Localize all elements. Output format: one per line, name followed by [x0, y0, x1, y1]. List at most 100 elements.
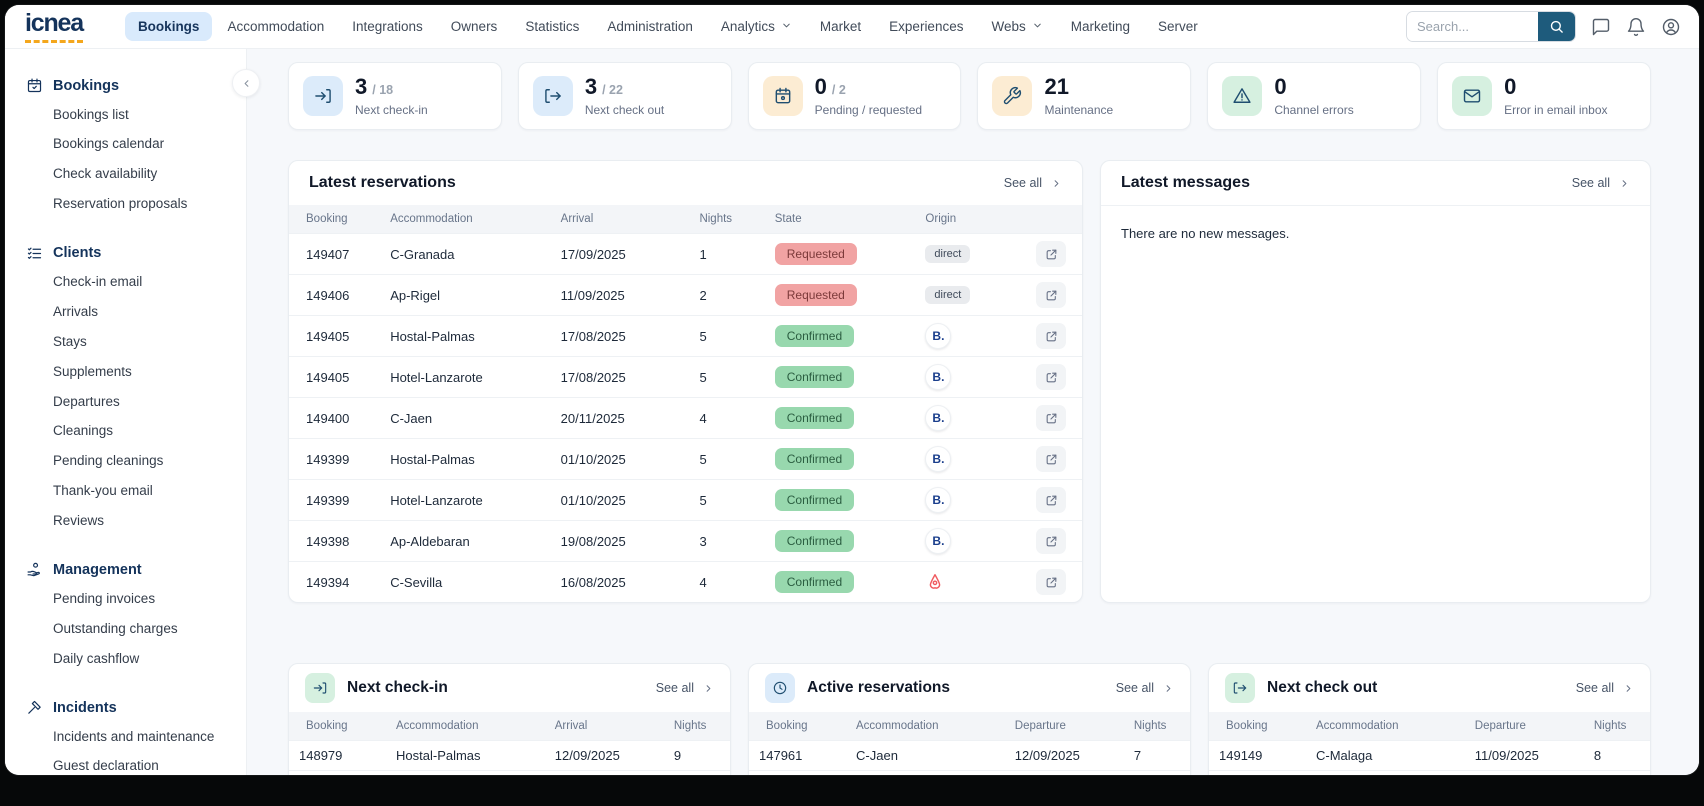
sidebar-item-pending-cleanings[interactable]: Pending cleanings: [53, 453, 164, 469]
nav-item-label: Integrations: [352, 19, 423, 34]
sidebar-item-bookings-calendar[interactable]: Bookings calendar: [53, 136, 165, 152]
sidebar-item-outstanding-charges[interactable]: Outstanding charges: [53, 620, 178, 636]
brand-logo[interactable]: icnea: [25, 10, 84, 43]
no-messages-text: There are no new messages.: [1121, 226, 1290, 241]
sidebar-item-stays[interactable]: Stays: [53, 333, 87, 349]
latest-reservations-see-all-link[interactable]: See all: [1004, 176, 1062, 190]
state-badge: Confirmed: [774, 448, 855, 470]
next-check-in-panel: Next check-in See all Booking Accommodati…: [288, 663, 731, 775]
open-booking-button[interactable]: [1036, 528, 1067, 554]
table-row[interactable]: 149149 C-Malaga 11/09/2025 8: [1209, 740, 1650, 771]
stat-card-channel-errors[interactable]: 0 Channel errors: [1207, 62, 1422, 130]
sidebar-item-reviews[interactable]: Reviews: [53, 513, 105, 528]
column-header-nights: Nights: [1123, 712, 1190, 741]
sidebar-item-thank-you-email[interactable]: Thank-you email: [53, 483, 153, 499]
search-input[interactable]: [1407, 12, 1538, 41]
sidebar-item-supplements[interactable]: Supplements: [53, 363, 132, 379]
sidebar-section-management: Management Pending invoices Outstanding c…: [26, 557, 246, 674]
nav-item-statistics[interactable]: Statistics: [512, 12, 592, 41]
open-booking-button[interactable]: [1036, 405, 1067, 431]
reservation-row[interactable]: 149407 C-Granada 17/09/2025 1 Requested …: [289, 233, 1082, 275]
sidebar-section-title: Bookings: [53, 77, 120, 94]
open-booking-button[interactable]: [1036, 323, 1067, 349]
nav-item-server[interactable]: Server: [1145, 12, 1211, 41]
nav-item-label: Administration: [607, 19, 693, 34]
notifications-bell-icon[interactable]: [1626, 17, 1646, 37]
reservation-row[interactable]: 149405 Hotel-Lanzarote 17/08/2025 5 Conf…: [289, 356, 1082, 398]
nav-item-label: Marketing: [1070, 19, 1131, 34]
chevron-down-icon: [781, 20, 792, 31]
sidebar-item-arrivals[interactable]: Arrivals: [53, 303, 99, 319]
open-booking-button[interactable]: [1036, 487, 1067, 513]
open-booking-button[interactable]: [1036, 364, 1067, 390]
reservation-row[interactable]: 149399 Hostal-Palmas 01/10/2025 5 Confir…: [289, 438, 1082, 480]
sidebar-section-header-bookings[interactable]: Bookings: [26, 73, 246, 98]
nav-item-analytics[interactable]: Analytics: [708, 12, 805, 41]
cell-booking: 149405: [289, 356, 381, 398]
account-icon[interactable]: [1661, 17, 1681, 37]
nav-item-integrations[interactable]: Integrations: [339, 12, 436, 41]
active-reservations-panel: Active reservations See all Booking Accom…: [748, 663, 1191, 775]
stat-card-maintenance[interactable]: 21 Maintenance: [977, 62, 1192, 130]
sidebar-item-check-availability[interactable]: Check availability: [53, 166, 158, 182]
search-button[interactable]: [1538, 12, 1575, 41]
sidebar-section-header-management[interactable]: Management: [26, 557, 246, 582]
table-row[interactable]: 148979 Hostal-Palmas 12/09/2025 9: [289, 740, 730, 771]
chat-icon[interactable]: [1591, 17, 1611, 37]
sidebar-item-guest-declaration[interactable]: Guest declaration: [53, 758, 159, 774]
sidebar-item-bookings-list[interactable]: Bookings list: [53, 106, 129, 122]
next-check-out-see-all-link[interactable]: See all: [1576, 681, 1634, 695]
sidebar-item-check-in-email[interactable]: Check-in email: [53, 274, 143, 289]
stat-label: Maintenance: [1044, 102, 1114, 117]
latest-messages-see-all-link[interactable]: See all: [1572, 176, 1630, 190]
nav-item-webs[interactable]: Webs: [978, 12, 1055, 41]
sidebar-item-incidents-and-maintenance[interactable]: Incidents and maintenance: [53, 728, 215, 744]
nav-item-marketing[interactable]: Marketing: [1058, 12, 1143, 41]
reservation-row[interactable]: 149405 Hostal-Palmas 17/08/2025 5 Confir…: [289, 315, 1082, 357]
cell-booking: 149405: [289, 315, 381, 357]
open-booking-button[interactable]: [1036, 446, 1067, 472]
column-header-accommodation: Accommodation: [380, 205, 551, 234]
stat-label: Pending / requested: [814, 102, 923, 117]
sidebar-section-header-clients[interactable]: Clients: [26, 241, 246, 266]
cell-booking: 149399: [289, 438, 381, 480]
sidebar-section-header-incidents[interactable]: Incidents: [26, 695, 246, 720]
column-header-nights: Nights: [689, 205, 765, 234]
column-header-booking: Booking: [289, 205, 381, 234]
stat-card-next-check-out[interactable]: 3 / 22 Next check out: [517, 62, 732, 130]
sidebar-item-departures[interactable]: Departures: [53, 393, 120, 409]
nav-item-bookings[interactable]: Bookings: [124, 12, 213, 41]
reservation-row[interactable]: 149398 Ap-Aldebaran 19/08/2025 3 Confirm…: [289, 520, 1082, 562]
reservation-row[interactable]: 149400 C-Jaen 20/11/2025 4 Confirmed B.: [289, 397, 1082, 439]
sidebar-item-daily-cashflow[interactable]: Daily cashflow: [53, 650, 140, 666]
sidebar-item-cleanings[interactable]: Cleanings: [53, 423, 114, 439]
nav-item-label: Analytics: [720, 19, 775, 34]
reservation-row[interactable]: 149399 Hotel-Lanzarote 01/10/2025 5 Conf…: [289, 479, 1082, 521]
stat-card-error-in-email-inbox[interactable]: 0 Error in email inbox: [1437, 62, 1651, 130]
active-reservations-see-all-link[interactable]: See all: [1116, 681, 1174, 695]
open-booking-button[interactable]: [1036, 569, 1067, 595]
stat-card-next-check-in[interactable]: 3 / 18 Next check-in: [288, 62, 502, 130]
table-row[interactable]: 147961 C-Jaen 12/09/2025 7: [749, 740, 1190, 771]
nav-item-owners[interactable]: Owners: [438, 12, 511, 41]
sidebar-collapse-button[interactable]: [232, 69, 260, 97]
nav-item-administration[interactable]: Administration: [594, 12, 706, 41]
nav-item-accommodation[interactable]: Accommodation: [214, 12, 337, 41]
reservation-row[interactable]: 149394 C-Sevilla 16/08/2025 4 Confirmed: [289, 561, 1082, 602]
next-check-in-see-all-link[interactable]: See all: [656, 681, 714, 695]
booking-com-icon: B.: [925, 405, 952, 431]
open-booking-button[interactable]: [1036, 282, 1067, 308]
sidebar-section-title: Management: [53, 561, 142, 578]
cell-booking: 149400: [289, 397, 381, 439]
sidebar-item-reservation-proposals[interactable]: Reservation proposals: [53, 196, 188, 212]
booking-com-icon: B.: [925, 323, 952, 349]
stat-card-pending-requested[interactable]: 0 / 2 Pending / requested: [747, 62, 962, 130]
reservation-row[interactable]: 149406 Ap-Rigel 11/09/2025 2 Requested d…: [289, 274, 1082, 316]
nav-item-experiences[interactable]: Experiences: [876, 12, 976, 41]
open-booking-button[interactable]: [1036, 241, 1067, 267]
sidebar-item-pending-invoices[interactable]: Pending invoices: [53, 590, 156, 606]
nav-item-market[interactable]: Market: [807, 12, 874, 41]
